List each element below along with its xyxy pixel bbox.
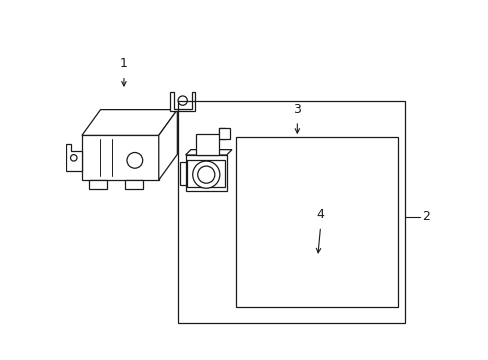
Text: 3: 3 <box>293 103 301 116</box>
Polygon shape <box>196 128 224 155</box>
Polygon shape <box>170 92 195 111</box>
Polygon shape <box>219 128 230 139</box>
Bar <box>235 137 397 307</box>
Polygon shape <box>159 110 177 180</box>
Text: 4: 4 <box>316 208 324 221</box>
Polygon shape <box>89 180 107 189</box>
Polygon shape <box>187 160 224 187</box>
Polygon shape <box>185 155 226 191</box>
Circle shape <box>192 161 220 188</box>
Text: 2: 2 <box>422 210 429 223</box>
Polygon shape <box>124 180 142 189</box>
Text: 1: 1 <box>120 57 128 70</box>
Polygon shape <box>82 110 177 135</box>
Polygon shape <box>185 150 231 155</box>
Bar <box>178 102 405 323</box>
Polygon shape <box>66 144 82 171</box>
Polygon shape <box>180 162 185 185</box>
Polygon shape <box>82 135 159 180</box>
